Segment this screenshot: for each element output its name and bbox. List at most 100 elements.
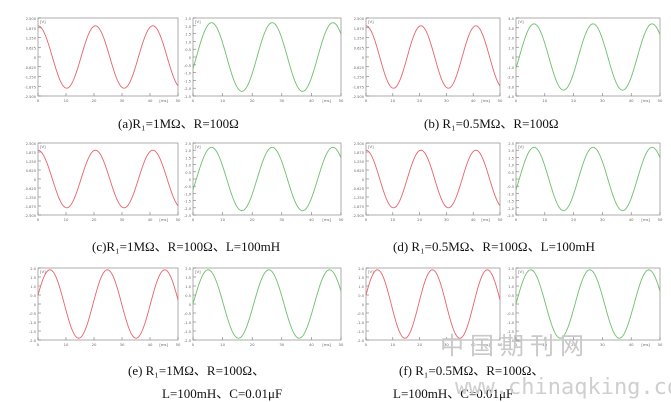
caption-e-line1: (e) R₁=1MΩ、R=100Ω、 — [128, 363, 266, 378]
y-tick-label-b-red-0: 2.500 — [354, 17, 365, 21]
y-tick-label-c-green-9: -2.0 — [184, 207, 192, 211]
series-line-f-green — [515, 269, 661, 339]
plot-frame-a-green — [192, 17, 342, 97]
y-tick-label-a-red-3: 0.625 — [26, 46, 36, 50]
x-tick-label-a-red-4: 40 — [148, 98, 153, 103]
x-tick-label-e-green-3: 30 — [279, 342, 284, 347]
x-tick-label-a-green-3: 30 — [279, 98, 284, 103]
chart-e-green: 2.01.51.00.50-0.5-1.0-1.5-2.00 10 20 30 40 50… — [184, 267, 344, 347]
x-tick-label-d-green-4: 40 — [629, 217, 634, 222]
y-tick-label-c-green-2: 1.5 — [185, 156, 191, 160]
y-tick-label-f-green-2: 1.0 — [508, 285, 514, 289]
x-tick-label-d-green-5: 50 — [658, 217, 663, 222]
y-tick-label-d-green-6: -0.5 — [507, 185, 514, 189]
x-unit-b-red: [ms] — [481, 98, 490, 103]
x-tick-label-d-red-4: 40 — [471, 217, 476, 222]
y-tick-label-b-red-2: 1.250 — [354, 37, 365, 41]
x-tick-label-d-red-2: 20 — [417, 217, 422, 222]
y-unit-e-red: [V] — [40, 269, 46, 274]
y-tick-label-c-green-3: 1.0 — [185, 164, 191, 168]
x-tick-label-f-green-0: 0 — [515, 342, 518, 347]
caption-b: (b) R₁=0.5MΩ、R=100Ω — [424, 116, 559, 131]
y-tick-label-a-red-6: -1.250 — [24, 76, 36, 80]
x-tick-label-b-green-1: 10 — [542, 98, 547, 103]
x-tick-label-b-green-4: 40 — [629, 98, 634, 103]
x-tick-label-f-green-3: 30 — [600, 342, 605, 347]
x-tick-label-c-red-2: 20 — [92, 217, 97, 222]
x-tick-label-e-red-0: 0 — [37, 342, 40, 347]
plot-frame-f-red — [365, 267, 501, 341]
y-tick-label-e-red-4: 0 — [34, 303, 37, 307]
y-tick-label-e-green-6: -1.0 — [184, 321, 192, 325]
y-tick-label-b-red-3: 0.625 — [354, 46, 364, 50]
y-tick-label-a-green-0: 2.5 — [185, 17, 191, 21]
y-tick-label-c-green-7: -1.0 — [184, 192, 192, 196]
x-tick-label-c-green-3: 30 — [279, 217, 284, 222]
x-unit-f-red: [ms] — [481, 342, 490, 347]
x-tick-label-e-green-0: 0 — [192, 342, 195, 347]
y-tick-label-c-red-6: -1.250 — [24, 196, 36, 200]
y-tick-label-e-green-3: 0.5 — [185, 294, 191, 298]
x-tick-label-a-green-0: 0 — [192, 98, 195, 103]
y-tick-label-f-green-4: 0 — [512, 303, 515, 307]
chart-c-green: 2.52.01.51.00.50-0.5-1.0-1.5-2.0-2.50 10 2… — [184, 142, 344, 222]
y-tick-label-f-green-7: -1.5 — [507, 330, 514, 334]
y-tick-label-e-red-1: 1.5 — [30, 276, 36, 280]
y-tick-label-c-green-6: -0.5 — [184, 185, 191, 189]
chart-d-red: 2.500 1.875 1.250 0.625 0 -0.625 -1.250 -1.875 -… — [352, 142, 503, 222]
y-tick-label-a-red-1: 1.875 — [26, 27, 36, 31]
y-tick-label-a-green-4: 0.5 — [185, 48, 191, 52]
y-tick-label-e-red-0: 2.0 — [30, 267, 36, 271]
x-tick-label-c-green-5: 50 — [339, 217, 344, 222]
series-line-c-red — [37, 149, 179, 209]
y-unit-f-green: [V] — [518, 269, 524, 274]
y-tick-label-d-red-0: 2.500 — [354, 142, 365, 146]
y-tick-label-e-green-5: -0.5 — [184, 312, 191, 316]
x-tick-label-a-red-2: 20 — [92, 98, 97, 103]
y-tick-label-c-green-1: 2.0 — [185, 149, 191, 153]
x-tick-label-d-red-1: 10 — [390, 217, 395, 222]
y-tick-label-b-green-3: 1.0 — [508, 46, 514, 50]
plot-frame-e-red — [37, 267, 179, 341]
x-tick-label-d-red-3: 30 — [444, 217, 449, 222]
y-tick-label-f-red-0: 2.0 — [358, 267, 364, 271]
x-unit-d-red: [ms] — [481, 217, 490, 222]
y-unit-a-red: [V] — [40, 19, 46, 24]
y-tick-label-e-green-1: 1.5 — [185, 276, 191, 280]
x-tick-label-c-green-4: 40 — [309, 217, 314, 222]
chart-a-green: 2.52.01.51.00.50-0.5-1.0-1.5-2.0-2.50 10 2… — [184, 17, 344, 103]
plot-frame-c-green — [192, 142, 342, 216]
series-line-a-green — [192, 22, 342, 92]
series-line-a-red — [37, 25, 179, 89]
x-tick-label-f-red-0: 0 — [365, 342, 368, 347]
y-tick-label-d-green-1: 2.0 — [508, 149, 514, 153]
x-tick-label-b-green-2: 20 — [571, 98, 576, 103]
x-tick-label-c-green-0: 0 — [192, 217, 195, 222]
y-tick-label-d-green-2: 1.5 — [508, 156, 514, 160]
x-unit-f-green: [ms] — [641, 342, 650, 347]
chart-e-red: 2.01.51.00.50-0.5-1.0-1.5-2.00 10 20 30 40 50… — [29, 267, 181, 347]
y-unit-b-red: [V] — [368, 19, 374, 24]
y-unit-c-red: [V] — [40, 144, 46, 149]
x-tick-label-d-red-5: 50 — [498, 217, 503, 222]
y-tick-label-c-red-7: -1.875 — [24, 205, 36, 209]
x-tick-label-f-red-1: 10 — [390, 342, 395, 347]
y-unit-d-red: [V] — [368, 144, 374, 149]
y-tick-label-c-green-8: -1.5 — [184, 200, 191, 204]
y-tick-label-f-green-6: -1.0 — [507, 321, 515, 325]
y-tick-label-d-green-7: -1.0 — [507, 192, 515, 196]
x-tick-label-a-red-1: 10 — [64, 98, 69, 103]
y-tick-label-c-red-1: 1.875 — [26, 151, 36, 155]
x-tick-label-c-red-0: 0 — [37, 217, 40, 222]
plot-frame-e-green — [192, 267, 342, 341]
y-tick-label-e-green-7: -1.5 — [184, 330, 191, 334]
x-tick-label-e-red-1: 10 — [64, 342, 69, 347]
x-tick-label-a-green-1: 10 — [220, 98, 225, 103]
y-tick-label-e-green-8: -2.0 — [184, 339, 192, 343]
x-unit-e-red: [ms] — [159, 342, 168, 347]
chart-f-red: 2.01.51.00.50-0.5-1.0-1.5-2.00 10 20 30 40 50… — [357, 267, 503, 347]
x-tick-label-b-red-5: 50 — [498, 98, 503, 103]
caption-c: (c)R₁=1MΩ、R=100Ω、L=100mH — [92, 239, 281, 254]
x-tick-label-e-green-4: 40 — [309, 342, 314, 347]
